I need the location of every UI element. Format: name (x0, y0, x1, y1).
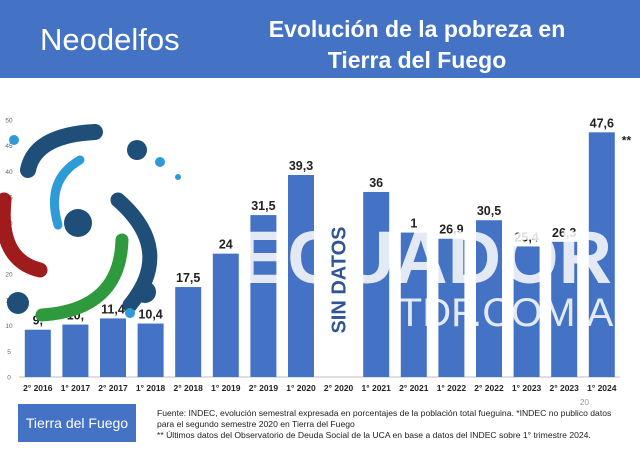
watermark-line-2: TDF.COM.AR (398, 291, 640, 335)
brand-name: Neodelfos (40, 22, 180, 57)
y-tick-label: 50 (5, 118, 13, 125)
bar (212, 253, 239, 377)
bar (363, 191, 390, 377)
bar (438, 238, 465, 377)
logo-dot (125, 308, 135, 318)
bar (100, 318, 126, 377)
logo-arc-top (20, 124, 103, 178)
data-label: 17,5 (176, 271, 200, 285)
logo-arc-green (35, 233, 129, 322)
y-tick-label: 20 (5, 272, 13, 279)
footnote-source: Fuente: INDEC, evolución semestral expre… (157, 408, 612, 429)
bar (175, 287, 202, 377)
y-tick-label: 5 (7, 349, 11, 356)
y-tick-label: 0 (7, 375, 11, 382)
x-tick-label: 1° 2022 (437, 383, 467, 393)
x-tick-label: 2° 2018 (173, 383, 203, 393)
data-label: 9, (33, 314, 43, 328)
bar (588, 132, 615, 377)
logo-dot (175, 174, 181, 180)
bar (476, 220, 502, 377)
x-tick-label: 1° 2018 (136, 383, 166, 393)
title-line-1: Evolución de la pobreza en (268, 16, 566, 42)
x-tick-label: 1° 2023 (512, 383, 542, 393)
x-tick-label: 1° 2019 (211, 383, 241, 393)
bar (400, 232, 427, 377)
data-label: 24 (219, 238, 233, 252)
logo-arc-red (0, 192, 48, 278)
page-number: 20 (580, 398, 589, 407)
bar (250, 215, 277, 377)
x-tick-label: 1° 2020 (286, 383, 316, 393)
bar (24, 329, 51, 377)
y-tick-label: 45 (5, 143, 13, 150)
bar (551, 241, 578, 377)
bar (288, 174, 314, 377)
logo-dot (155, 157, 165, 167)
data-label: 26,3 (552, 226, 576, 240)
logo-dot (9, 135, 19, 145)
logo-dot (127, 140, 147, 160)
data-label: 1 (410, 217, 417, 231)
data-label: 30,5 (477, 204, 501, 218)
data-label: 26,9 (439, 223, 463, 237)
logo-dot (134, 281, 156, 303)
data-label: 39,3 (289, 159, 313, 173)
bar (137, 323, 164, 377)
x-tick-label: 2° 2023 (549, 383, 579, 393)
x-tick-label: 2° 2022 (474, 383, 504, 393)
logo-arc-inner (50, 155, 85, 230)
footnotes: Fuente: INDEC, evolución semestral expre… (157, 408, 627, 441)
bar (62, 324, 89, 377)
x-tick-label: 1° 2021 (361, 383, 391, 393)
page-title: Evolución de la pobreza en Tierra del Fu… (232, 14, 602, 76)
data-label: 25,4 (514, 230, 538, 244)
x-tick-label: 2° 2019 (249, 383, 279, 393)
data-label: 10,4 (138, 308, 162, 322)
x-tick-label: 1° 2024 (587, 383, 617, 393)
watermark-line-1: ECUADOR (238, 216, 612, 299)
data-label: 31,5 (251, 199, 275, 213)
x-tick-label: 2° 2020 (324, 383, 354, 393)
header-banner: Neodelfos Evolución de la pobreza en Tie… (0, 0, 640, 78)
asterisk-annotation: ** (622, 133, 632, 147)
title-line-2: Tierra del Fuego (327, 47, 507, 73)
x-tick-label: 1° 2017 (61, 383, 91, 393)
logo-dot (7, 292, 29, 314)
data-label: 11,4 (101, 302, 125, 316)
legend-box: Tierra del Fuego (18, 404, 136, 442)
data-label: 47,6 (590, 116, 614, 130)
y-tick-label: 10 (5, 323, 13, 330)
legend-label: Tierra del Fuego (25, 415, 129, 431)
sin-datos-annotation: SIN DATOS (329, 226, 351, 333)
x-tick-label: 2° 2017 (98, 383, 128, 393)
x-tick-label: 2° 2016 (23, 383, 53, 393)
logo-center-dot (64, 209, 92, 237)
footnote-uca: ** Últimos datos del Observatorio de Deu… (157, 430, 591, 440)
x-tick-label: 2° 2021 (399, 383, 429, 393)
data-label: 36 (369, 176, 383, 190)
bar (513, 246, 540, 377)
y-tick-label: 40 (5, 169, 13, 176)
